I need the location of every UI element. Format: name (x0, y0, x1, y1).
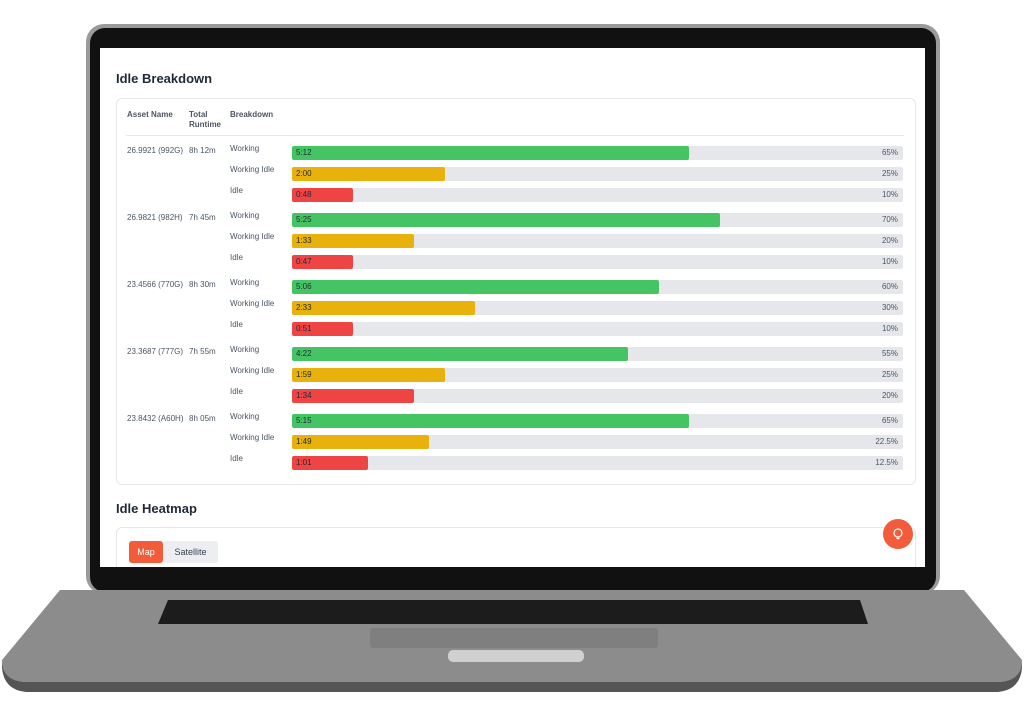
state-label: Working (230, 278, 260, 287)
help-button[interactable] (883, 519, 913, 549)
bar-time: 0:47 (296, 257, 312, 266)
bar-time: 1:34 (296, 391, 312, 400)
bar-track (292, 389, 903, 403)
state-label: Idle (230, 320, 243, 329)
bar-track (292, 322, 903, 336)
bar (292, 322, 354, 336)
bar-track (292, 234, 903, 248)
section-title: Idle Heatmap (116, 501, 197, 516)
notch (448, 650, 584, 662)
bar-time: 5:25 (296, 215, 312, 224)
bar-track (292, 435, 903, 449)
runtime: 8h 12m (189, 146, 216, 155)
bar (292, 167, 445, 181)
runtime: 8h 05m (189, 414, 216, 423)
bar-time: 0:51 (296, 324, 312, 333)
percent-label: 55% (881, 349, 898, 358)
bar (292, 456, 369, 470)
bar (292, 301, 476, 315)
bar-time: 5:15 (296, 416, 312, 425)
percent-label: 20% (881, 236, 898, 245)
screen: Idle Breakdown Asset Name Total Runtime … (100, 48, 925, 567)
percent-label: 25% (881, 169, 898, 178)
bar-track (292, 167, 903, 181)
section-title: Idle Breakdown (116, 71, 213, 86)
asset-name: 23.8432 (A60H) (127, 414, 184, 423)
bar-track (292, 188, 903, 202)
bar-time: 5:12 (296, 148, 312, 157)
state-label: Idle (230, 387, 243, 396)
percent-label: 60% (881, 282, 898, 291)
header-divider (126, 135, 904, 136)
bar-time: 1:49 (296, 437, 312, 446)
state-label: Working (230, 412, 260, 421)
bar (292, 368, 445, 382)
column-header: Breakdown (230, 110, 274, 119)
bulb-icon (893, 528, 903, 540)
bar (292, 389, 415, 403)
bar (292, 188, 354, 202)
state-label: Idle (230, 454, 243, 463)
bar-time: 1:01 (296, 458, 312, 467)
bar (292, 280, 659, 294)
base-edge (2, 660, 1022, 692)
column-header: Total Runtime (189, 110, 221, 129)
bar-time: 1:59 (296, 370, 312, 379)
bar (292, 146, 690, 160)
asset-name: 26.9921 (992G) (127, 146, 184, 155)
bar-track (292, 368, 903, 382)
bar-track (292, 456, 903, 470)
bar (292, 213, 720, 227)
percent-label: 65% (881, 416, 898, 425)
percent-label: 10% (881, 257, 898, 266)
state-label: Working (230, 144, 260, 153)
state-label: Working Idle (230, 366, 275, 375)
state-label: Working (230, 211, 260, 220)
bar (292, 255, 354, 269)
state-label: Working Idle (230, 165, 275, 174)
state-label: Working Idle (230, 299, 275, 308)
bar-time: 2:00 (296, 169, 312, 178)
runtime: 7h 45m (189, 213, 216, 222)
bar (292, 414, 690, 428)
percent-label: 12.5% (875, 458, 898, 467)
asset-name: 26.9821 (982H) (127, 213, 183, 222)
bar (292, 347, 629, 361)
runtime: 7h 55m (189, 347, 216, 356)
percent-label: 20% (881, 391, 898, 400)
percent-label: 65% (881, 148, 898, 157)
percent-label: 10% (881, 190, 898, 199)
trackpad (370, 628, 658, 648)
keyboard (158, 600, 868, 624)
state-label: Idle (230, 253, 243, 262)
column-header: Asset Name (127, 110, 173, 119)
bar-time: 2:33 (296, 303, 312, 312)
percent-label: 25% (881, 370, 898, 379)
bar (292, 234, 415, 248)
bar-time: 1:33 (296, 236, 312, 245)
bar-time: 4:22 (296, 349, 312, 358)
asset-name: 23.4566 (770G) (127, 280, 184, 289)
asset-name: 23.3687 (777G) (127, 347, 184, 356)
bar-time: 0:48 (296, 190, 312, 199)
percent-label: 70% (881, 215, 898, 224)
state-label: Working Idle (230, 433, 275, 442)
satellite-tab[interactable]: Satellite (163, 541, 218, 563)
runtime: 8h 30m (189, 280, 216, 289)
percent-label: 22.5% (875, 437, 898, 446)
percent-label: 10% (881, 324, 898, 333)
state-label: Idle (230, 186, 243, 195)
state-label: Working Idle (230, 232, 275, 241)
state-label: Working (230, 345, 260, 354)
percent-label: 30% (881, 303, 898, 312)
bar (292, 435, 430, 449)
heatmap-card (116, 527, 916, 567)
bar-track (292, 255, 903, 269)
map-tab[interactable]: Map (129, 541, 163, 563)
bar-time: 5:06 (296, 282, 312, 291)
